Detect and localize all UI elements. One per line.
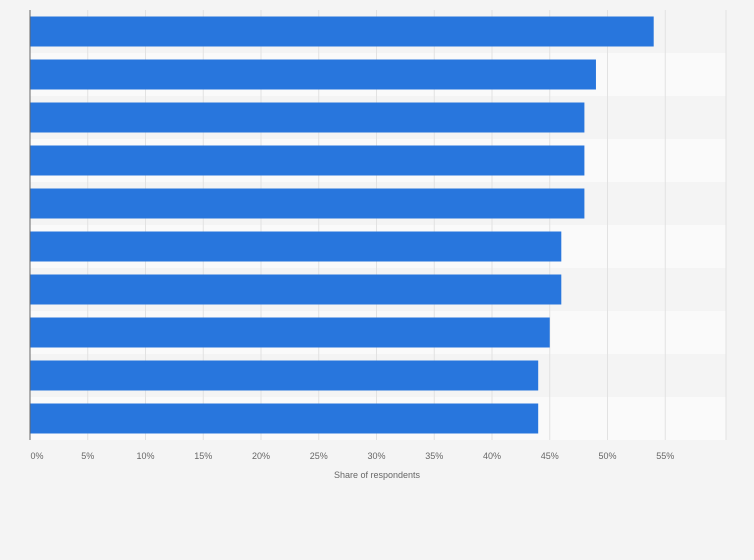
x-tick-label: 40%: [483, 451, 501, 461]
bar[interactable]: [30, 403, 539, 434]
x-tick-label: 35%: [425, 451, 443, 461]
x-tick-label: 0%: [30, 451, 43, 461]
bar[interactable]: [30, 274, 562, 305]
x-tick-label: 50%: [598, 451, 616, 461]
x-tick-label: 45%: [541, 451, 559, 461]
bar[interactable]: [30, 102, 585, 133]
bar[interactable]: [30, 360, 539, 391]
x-axis-title: Share of respondents: [334, 470, 421, 480]
bar[interactable]: [30, 145, 585, 176]
x-tick-label: 25%: [310, 451, 328, 461]
bar[interactable]: [30, 188, 585, 219]
x-tick-labels: 0% 5% 10% 15% 20% 25% 30% 35% 40% 45% 50% 55%: [30, 451, 674, 461]
x-tick-label: 30%: [367, 451, 385, 461]
x-tick-label: 55%: [656, 451, 674, 461]
bar[interactable]: [30, 231, 562, 262]
bars: [30, 16, 654, 434]
bar[interactable]: [30, 16, 654, 47]
x-tick-label: 5%: [81, 451, 94, 461]
x-tick-label: 20%: [252, 451, 270, 461]
bar[interactable]: [30, 317, 550, 348]
x-tick-label: 15%: [194, 451, 212, 461]
x-tick-label: 10%: [136, 451, 154, 461]
bar[interactable]: [30, 59, 596, 90]
